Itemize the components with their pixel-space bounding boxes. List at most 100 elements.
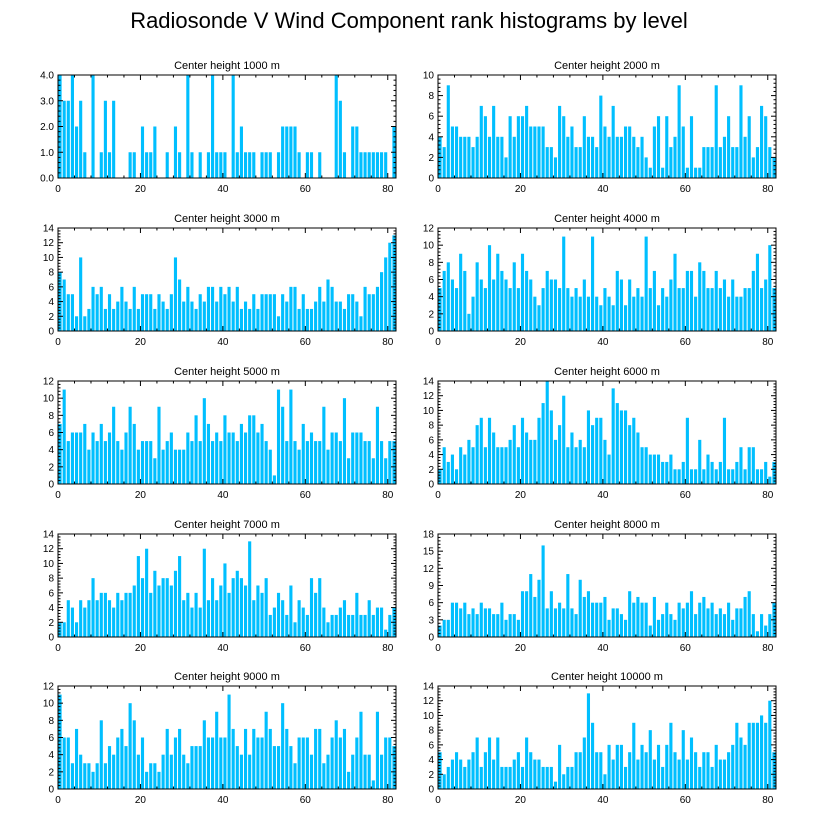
histogram-bar: [487, 136, 492, 178]
histogram-bar: [289, 389, 293, 484]
histogram-bar: [322, 301, 326, 331]
chart-panel-8: Center height 8000 m 0 3 6 9 12 15 18 0 20 40 60 80: [423, 519, 777, 654]
histogram-bar: [347, 458, 351, 484]
histogram-bar: [272, 607, 276, 637]
histogram-bar: [285, 126, 289, 178]
histogram-bar: [492, 105, 496, 178]
histogram-bar: [165, 308, 169, 331]
histogram-bar: [305, 441, 309, 484]
histogram-bar: [681, 608, 685, 637]
histogram-bar: [91, 578, 95, 637]
x-tick-label: 0: [435, 184, 441, 195]
histogram-bar: [673, 136, 677, 178]
x-tick-label: 20: [515, 184, 527, 195]
y-tick-label: 0: [48, 633, 54, 644]
histogram-bar: [694, 167, 698, 178]
histogram-bar: [603, 126, 607, 178]
histogram-bar: [504, 766, 508, 789]
histogram-bar: [227, 432, 231, 484]
histogram-bar: [91, 432, 95, 484]
histogram-bar: [508, 614, 512, 637]
histogram-bar: [169, 294, 173, 331]
histogram-bar: [735, 147, 739, 178]
histogram-bar: [549, 147, 553, 178]
y-tick-label: 9: [428, 581, 434, 592]
histogram-bar: [747, 116, 751, 178]
histogram-bar: [276, 592, 281, 637]
histogram-bar: [281, 703, 285, 789]
histogram-bar: [285, 614, 289, 637]
histogram-bar: [301, 423, 305, 484]
x-tick-label: 80: [762, 795, 774, 806]
histogram-bar: [607, 454, 611, 484]
histogram-bar: [371, 780, 375, 789]
histogram-bar: [281, 126, 285, 178]
histogram-bar: [74, 316, 79, 331]
histogram-bar: [136, 308, 140, 331]
histogram-bar: [297, 152, 301, 178]
histogram-bar: [454, 126, 459, 178]
histogram-bar: [79, 257, 83, 331]
histogram-bar: [549, 279, 553, 331]
chart-panel-5: Center height 5000 m 0 2 4 6 8 10 12 0 20 40 60 80: [43, 366, 397, 501]
histogram-bar: [694, 752, 698, 789]
histogram-bar: [380, 152, 384, 178]
y-tick-label: 10: [43, 394, 55, 405]
histogram-bar: [363, 614, 367, 637]
histogram-bar: [656, 305, 661, 331]
y-tick-label: 12: [423, 564, 435, 575]
histogram-bar: [463, 454, 467, 484]
histogram-bar: [665, 116, 669, 178]
histogram-bar: [293, 441, 297, 484]
histogram-bar: [652, 270, 656, 331]
histogram-bar: [99, 592, 103, 637]
histogram-bar: [318, 286, 322, 331]
histogram-bar: [285, 728, 289, 789]
histogram-bar: [731, 469, 735, 484]
plot-frame: [437, 685, 777, 790]
histogram-bar: [768, 147, 772, 178]
chart-subtitle: Center height 1000 m: [174, 60, 280, 72]
histogram-bar: [338, 301, 342, 331]
histogram-bar: [496, 614, 500, 637]
histogram-bar: [685, 602, 689, 637]
histogram-bar: [549, 766, 553, 789]
histogram-bar: [529, 126, 533, 178]
histogram-bar: [681, 288, 685, 331]
histogram-bar: [760, 715, 764, 789]
histogram-bar: [83, 316, 87, 331]
histogram-bar: [351, 126, 355, 178]
histogram-bar: [648, 730, 652, 789]
histogram-bar: [173, 257, 178, 331]
histogram-bar: [227, 286, 231, 331]
histogram-bar: [66, 737, 70, 789]
histogram-bar: [772, 461, 776, 484]
histogram-bar: [487, 737, 492, 789]
histogram-bar: [673, 253, 677, 331]
histogram-bar: [309, 578, 314, 637]
histogram-bar: [375, 607, 380, 637]
histogram-bar: [504, 619, 508, 637]
histogram-bar: [471, 147, 475, 178]
histogram-bar: [578, 579, 582, 637]
histogram-bar: [450, 454, 454, 484]
histogram-bar: [644, 236, 648, 331]
histogram-bar: [450, 602, 454, 637]
histogram-bar: [751, 157, 755, 178]
histogram-bar: [380, 607, 384, 637]
histogram-bar: [673, 752, 677, 789]
histogram-bar: [219, 152, 223, 178]
histogram-bar: [628, 591, 632, 637]
y-tick-label: 6: [48, 588, 54, 599]
y-tick-label: 4: [428, 755, 434, 766]
histogram-bar: [574, 288, 578, 331]
histogram-bar: [371, 614, 375, 637]
histogram-bar: [619, 279, 623, 331]
histogram-bar: [66, 294, 70, 331]
histogram-bar: [165, 441, 169, 484]
histogram-bar: [656, 116, 661, 178]
histogram-bar: [677, 85, 681, 178]
histogram-bar: [467, 439, 471, 484]
histogram-bar: [359, 316, 363, 331]
histogram-bar: [231, 728, 235, 789]
